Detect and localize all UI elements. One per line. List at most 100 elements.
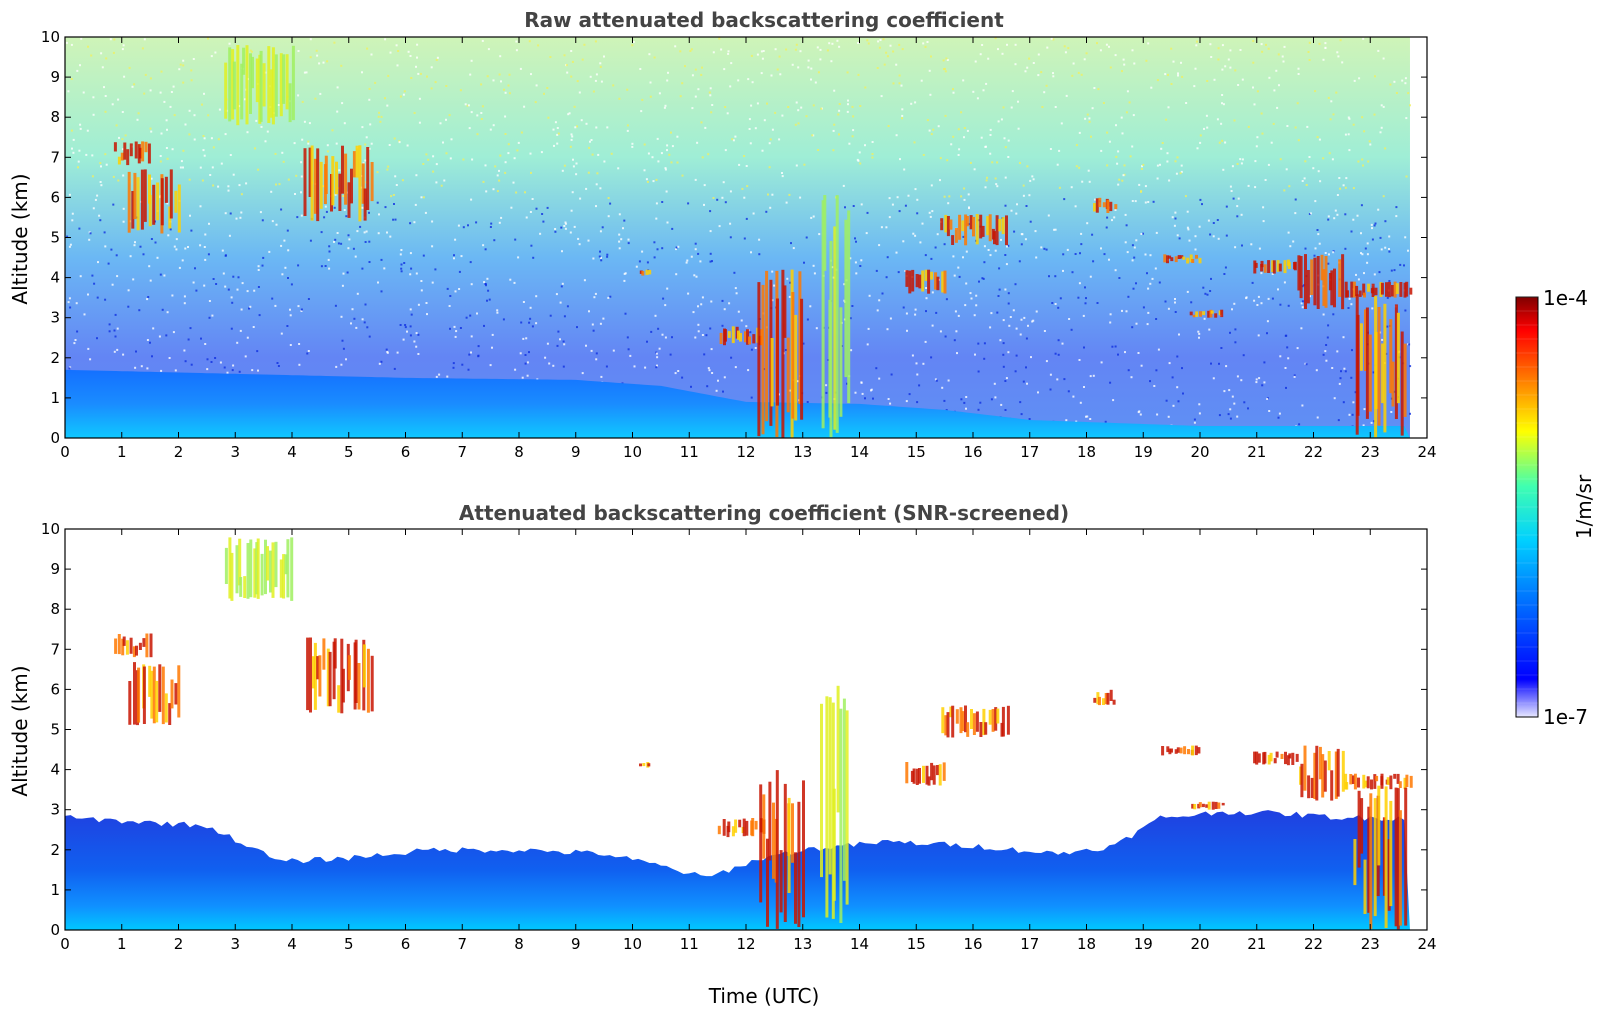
cloud-feature	[1253, 751, 1299, 766]
raw-y-axis-label: Altitude (km)	[8, 173, 32, 304]
x-tick-label: 2	[174, 935, 184, 953]
x-tick-label: 21	[1247, 443, 1266, 461]
y-tick-label: 5	[50, 229, 60, 247]
x-tick-label: 20	[1190, 935, 1209, 953]
x-tick-label: 0	[60, 443, 70, 461]
cloud-feature	[1191, 801, 1225, 810]
screened-backscatter-panel: Attenuated backscattering coefficient (S…	[8, 501, 1437, 1008]
x-tick-label: 19	[1134, 935, 1153, 953]
x-tick-label: 2	[174, 443, 184, 461]
x-tick-label: 24	[1417, 443, 1436, 461]
raw-backscatter-panel: Raw attenuated backscattering coefficien…	[8, 8, 1437, 461]
x-tick-label: 7	[457, 935, 467, 953]
cloud-feature	[128, 662, 181, 726]
x-tick-label: 17	[1020, 443, 1039, 461]
cloud-feature	[1253, 259, 1297, 274]
cloud-feature	[113, 141, 151, 166]
x-tick-label: 24	[1417, 935, 1436, 953]
x-tick-label: 11	[680, 935, 699, 953]
cloud-feature	[821, 195, 851, 438]
x-tick-label: 10	[623, 443, 642, 461]
y-tick-label: 8	[50, 108, 60, 126]
screened-plot-area	[64, 528, 1428, 931]
x-tick-label: 20	[1190, 443, 1209, 461]
cloud-feature	[639, 269, 652, 276]
x-tick-label: 6	[401, 935, 411, 953]
raw-panel-title: Raw attenuated backscattering coefficien…	[524, 8, 1004, 32]
x-tick-label: 0	[60, 935, 70, 953]
x-tick-label: 5	[344, 443, 354, 461]
y-tick-label: 9	[50, 68, 60, 86]
cloud-feature	[941, 705, 1010, 738]
cloud-feature	[303, 145, 374, 222]
x-tick-label: 9	[571, 443, 581, 461]
cloud-feature	[759, 770, 805, 929]
y-tick-label: 0	[50, 921, 60, 939]
raw-y-ticks: 0 1 2 3 4 5 6 7 8 9 10	[41, 28, 1427, 447]
y-tick-label: 7	[50, 640, 60, 658]
x-tick-label: 9	[571, 935, 581, 953]
cloud-features	[114, 537, 1413, 930]
cloud-feature	[1353, 785, 1408, 930]
colorbar-bands	[1516, 296, 1538, 704]
x-tick-label: 21	[1247, 935, 1266, 953]
x-tick-label: 17	[1020, 935, 1039, 953]
y-tick-label: 2	[50, 841, 60, 859]
cloud-feature	[224, 537, 294, 601]
x-tick-label: 22	[1304, 935, 1323, 953]
x-tick-label: 13	[793, 443, 812, 461]
x-tick-label: 16	[963, 443, 982, 461]
x-tick-label: 10	[623, 935, 642, 953]
cloud-features	[113, 45, 1413, 438]
y-tick-label: 3	[50, 801, 60, 819]
cloud-feature	[114, 633, 153, 658]
y-tick-label: 0	[50, 429, 60, 447]
colorbar-max-label: 1e-4	[1543, 286, 1588, 310]
y-tick-label: 7	[50, 148, 60, 166]
x-tick-label: 8	[514, 935, 524, 953]
x-tick-label: 5	[344, 935, 354, 953]
cloud-feature	[224, 45, 295, 126]
x-tick-label: 18	[1077, 443, 1096, 461]
x-tick-label: 14	[850, 935, 869, 953]
x-tick-label: 16	[963, 935, 982, 953]
screened-panel-title: Attenuated backscattering coefficient (S…	[459, 501, 1069, 525]
x-tick-label: 4	[287, 935, 297, 953]
y-tick-label: 5	[50, 721, 60, 739]
y-tick-label: 1	[50, 389, 60, 407]
x-tick-label: 14	[850, 443, 869, 461]
x-tick-label: 1	[117, 935, 127, 953]
x-tick-label: 4	[287, 443, 297, 461]
raw-plot-area	[64, 36, 1428, 439]
cloud-feature	[1344, 773, 1413, 790]
x-tick-label: 8	[514, 443, 524, 461]
screened-signal-region	[65, 810, 1410, 930]
y-tick-label: 8	[50, 600, 60, 618]
cloud-feature	[1297, 254, 1345, 310]
x-tick-label: 1	[117, 443, 127, 461]
cloud-feature	[639, 762, 651, 768]
x-tick-label: 7	[457, 443, 467, 461]
y-tick-label: 3	[50, 309, 60, 327]
x-tick-label: 15	[907, 443, 926, 461]
y-tick-label: 4	[50, 269, 60, 287]
x-tick-label: 23	[1361, 443, 1380, 461]
y-tick-label: 6	[50, 188, 60, 206]
x-tick-label: 22	[1304, 443, 1323, 461]
y-tick-label: 1	[50, 881, 60, 899]
y-tick-label: 6	[50, 680, 60, 698]
cloud-feature	[717, 818, 766, 838]
boundary-layer	[65, 369, 1410, 438]
screened-y-axis-label: Altitude (km)	[8, 665, 32, 796]
x-tick-label: 12	[736, 443, 755, 461]
cloud-feature	[905, 269, 947, 294]
cloud-feature	[905, 762, 946, 786]
raw-x-ticks: 0 1 2 3 4 5 6 7 8 9 10 11 12 13 14 15 16 17 18 19 20 21 22 23 24	[60, 37, 1437, 461]
cloud-feature	[306, 637, 374, 714]
y-tick-label: 4	[50, 761, 60, 779]
cloud-feature	[940, 214, 1008, 246]
x-tick-label: 13	[793, 935, 812, 953]
colorbar: 1e-4 1e-7 1/m/sr	[1515, 286, 1596, 729]
x-tick-label: 19	[1134, 443, 1153, 461]
